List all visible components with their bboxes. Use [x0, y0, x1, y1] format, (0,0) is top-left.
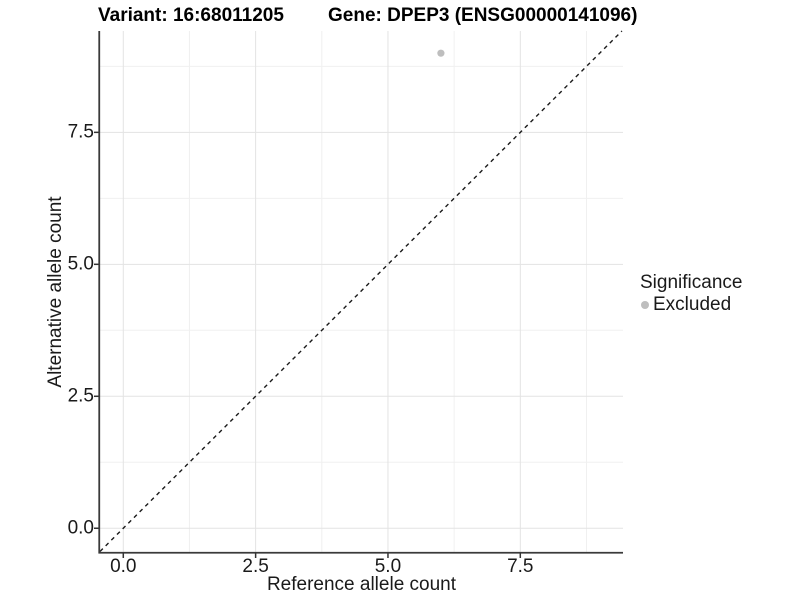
legend-point-icon — [641, 301, 649, 309]
gene-title: Gene: DPEP3 (ENSG00000141096) — [328, 5, 638, 26]
x-tick-label: 0.0 — [110, 556, 137, 577]
y-tick-label: 5.0 — [67, 253, 94, 275]
identity-reference-line — [99, 30, 623, 552]
data-point — [437, 49, 445, 57]
legend-item-label: Excluded — [653, 294, 732, 315]
y-tick-label: 7.5 — [67, 121, 94, 143]
legend: Significance Excluded — [640, 272, 742, 315]
x-tick-label: 2.5 — [242, 556, 269, 577]
legend-title: Significance — [640, 272, 743, 293]
x-axis-title: Reference allele count — [266, 574, 457, 595]
x-tick-label: 5.0 — [374, 556, 402, 577]
y-tick-label: 2.5 — [67, 385, 94, 407]
legend-item-excluded: Excluded — [640, 295, 742, 315]
x-tick-label: 7.5 — [507, 556, 534, 577]
variant-title: Variant: 16:68011205 — [98, 5, 284, 26]
y-tick-label: 0.0 — [67, 517, 94, 539]
